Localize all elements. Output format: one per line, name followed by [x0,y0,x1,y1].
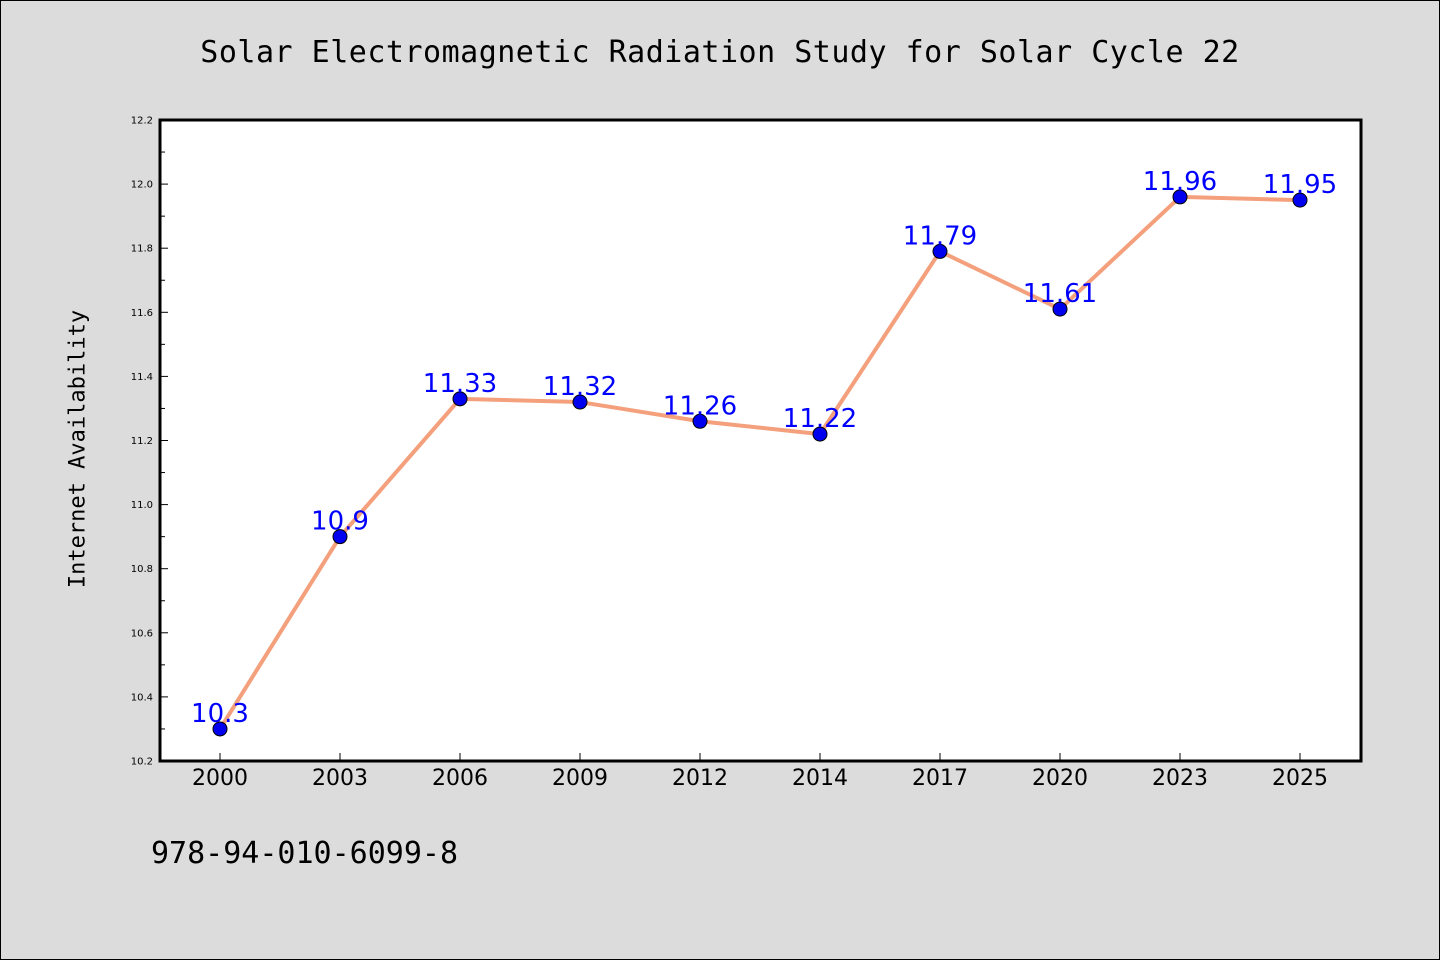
data-label: 11.96 [1143,167,1217,197]
x-tick-label: 2023 [1152,766,1208,791]
y-tick-label: 12.0 [131,180,153,191]
series-line [218,194,1302,731]
data-point [932,243,948,259]
y-tick-label: 10.2 [131,757,153,768]
y-tick-label: 11.8 [131,244,153,255]
data-label: 11.32 [543,372,617,402]
y-tick-label: 11.6 [131,308,153,319]
x-tick-label: 2012 [672,766,728,791]
data-point [332,529,348,545]
data-point [452,391,468,407]
data-label: 11.95 [1263,170,1337,200]
x-tick-label: 2025 [1272,766,1328,791]
x-tick-label: 2017 [912,766,968,791]
data-point [692,413,708,429]
x-tick-label: 2009 [552,766,608,791]
data-point [1292,192,1308,208]
data-label: 11.22 [783,404,857,434]
data-label: 11.79 [903,221,977,251]
y-tick-label: 10.6 [131,628,153,639]
chart-title: Solar Electromagnetic Radiation Study fo… [200,35,1240,70]
data-label: 11.61 [1023,279,1097,309]
y-tick-label: 11.0 [131,500,153,511]
x-tick-label: 2000 [192,766,248,791]
plot-background [160,120,1361,761]
x-tick-label: 2020 [1032,766,1088,791]
x-tick-label: 2006 [432,766,488,791]
isbn-footer-text: 978-94-010-6099-8 [151,836,459,871]
data-point [572,394,588,410]
data-label: 11.26 [663,391,737,421]
x-tick-label: 2014 [792,766,848,791]
data-label: 11.33 [423,369,497,399]
y-tick-label: 10.4 [131,692,153,703]
data-point [1052,301,1068,317]
y-tick-label: 12.2 [131,116,153,127]
plot-frame [158,118,1363,763]
y-tick-label: 10.8 [131,564,153,575]
y-tick-label: 11.2 [131,436,153,447]
y-tick-label: 11.4 [131,372,153,383]
data-point [212,721,228,737]
data-label: 10.3 [191,699,249,729]
data-point [1172,189,1188,205]
data-point [812,426,828,442]
x-tick-label: 2003 [312,766,368,791]
data-label: 10.9 [311,507,369,537]
